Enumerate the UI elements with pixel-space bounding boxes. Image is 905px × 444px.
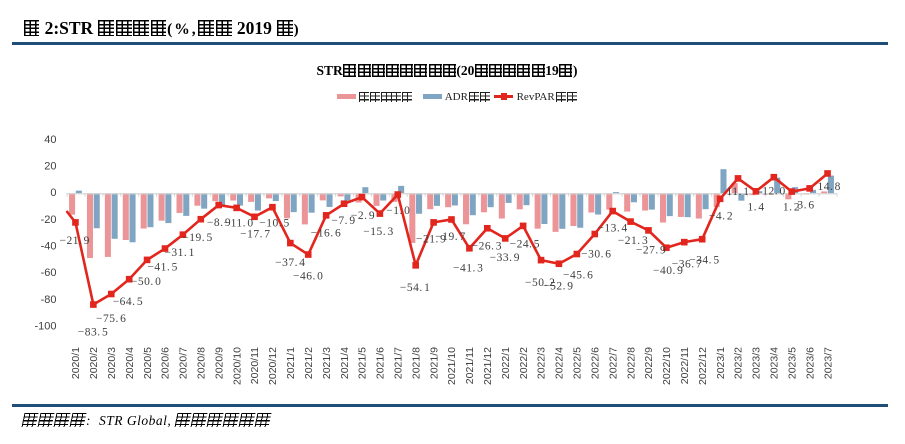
svg-text:2022/5: 2022/5 <box>572 347 584 379</box>
svg-text:2021/8: 2021/8 <box>410 347 422 379</box>
svg-text:11.1: 11.1 <box>726 186 749 198</box>
svg-text:2021/10: 2021/10 <box>446 347 458 385</box>
svg-text:−10.5: −10.5 <box>259 217 289 229</box>
svg-text:2021/3: 2021/3 <box>321 347 333 379</box>
svg-text:2020/2: 2020/2 <box>88 347 100 379</box>
svg-text:2023/4: 2023/4 <box>769 347 781 379</box>
svg-text:2022/12: 2022/12 <box>697 347 709 385</box>
svg-text:2021/6: 2021/6 <box>375 347 387 379</box>
svg-text:2020/8: 2020/8 <box>196 347 208 379</box>
svg-text:−50.2: −50.2 <box>525 277 555 289</box>
svg-text:2020/6: 2020/6 <box>160 347 172 379</box>
svg-text:−30.6: −30.6 <box>581 249 611 261</box>
svg-text:0: 0 <box>50 187 56 199</box>
svg-text:2022/11: 2022/11 <box>679 347 691 384</box>
svg-text:−15.3: −15.3 <box>363 226 393 238</box>
svg-text:−8.9: −8.9 <box>207 217 231 229</box>
svg-text:2022/8: 2022/8 <box>625 347 637 379</box>
svg-text:−2.9: −2.9 <box>351 210 375 222</box>
svg-text:−1.0: −1.0 <box>386 205 410 217</box>
svg-text:12.0: 12.0 <box>762 186 785 198</box>
svg-text:2020/5: 2020/5 <box>142 347 154 379</box>
svg-text:-60: -60 <box>41 267 57 279</box>
svg-text:2022/9: 2022/9 <box>643 347 655 379</box>
svg-text:2022/4: 2022/4 <box>554 347 566 379</box>
svg-text:−33.9: −33.9 <box>490 252 520 264</box>
svg-text:2021/4: 2021/4 <box>339 347 351 379</box>
svg-text:2021/11: 2021/11 <box>464 347 476 384</box>
svg-text:−75.6: −75.6 <box>96 313 126 325</box>
svg-text:2020/12: 2020/12 <box>267 347 279 385</box>
svg-text:−21.9: −21.9 <box>416 234 446 246</box>
svg-text:2023/7: 2023/7 <box>822 347 834 379</box>
svg-text:−40.9: −40.9 <box>653 265 683 277</box>
svg-text:−36.7: −36.7 <box>672 258 702 270</box>
svg-text:2021/7: 2021/7 <box>392 347 404 379</box>
svg-text:2022/1: 2022/1 <box>500 347 512 379</box>
svg-text:-80: -80 <box>41 294 57 306</box>
svg-text:3.6: 3.6 <box>797 200 814 212</box>
svg-text:−19.7: −19.7 <box>435 231 465 243</box>
svg-text:2022/6: 2022/6 <box>589 347 601 379</box>
svg-text:20: 20 <box>44 160 56 172</box>
svg-text:2021/5: 2021/5 <box>357 347 369 379</box>
svg-text:-100: -100 <box>34 320 56 332</box>
svg-text:−16.6: −16.6 <box>311 227 341 239</box>
svg-text:−26.3: −26.3 <box>472 241 502 253</box>
svg-text:−46.0: −46.0 <box>293 271 323 283</box>
svg-text:2023/1: 2023/1 <box>715 347 727 379</box>
svg-text:2023/2: 2023/2 <box>733 347 745 379</box>
svg-text:2023/5: 2023/5 <box>786 347 798 379</box>
svg-text:−54.1: −54.1 <box>400 282 430 294</box>
svg-text:-40: -40 <box>41 240 57 252</box>
svg-text:2023/6: 2023/6 <box>804 347 816 379</box>
svg-text:2023/3: 2023/3 <box>751 347 763 379</box>
svg-text:2020/3: 2020/3 <box>106 347 118 379</box>
svg-text:−13.4: −13.4 <box>597 223 627 235</box>
svg-text:2020/11: 2020/11 <box>249 347 261 384</box>
svg-text:−7.9: −7.9 <box>331 215 355 227</box>
svg-text:-20: -20 <box>41 214 57 226</box>
svg-text:2021/12: 2021/12 <box>482 347 494 385</box>
svg-text:−4.2: −4.2 <box>709 210 733 222</box>
svg-text:−21.3: −21.3 <box>618 235 648 247</box>
svg-text:−41.3: −41.3 <box>453 263 483 275</box>
svg-text:2022/2: 2022/2 <box>518 347 530 379</box>
svg-text:−45.6: −45.6 <box>563 269 593 281</box>
svg-text:2020/1: 2020/1 <box>70 347 82 379</box>
svg-text:2020/10: 2020/10 <box>231 347 243 385</box>
svg-text:2022/3: 2022/3 <box>536 347 548 379</box>
svg-text:−11.0: −11.0 <box>224 217 254 229</box>
svg-text:−41.5: −41.5 <box>147 262 177 274</box>
svg-text:−64.5: −64.5 <box>113 296 143 308</box>
svg-text:2020/4: 2020/4 <box>124 347 136 379</box>
svg-text:−27.9: −27.9 <box>636 245 666 257</box>
svg-text:−37.4: −37.4 <box>275 257 305 269</box>
svg-text:1.2: 1.2 <box>783 202 800 214</box>
svg-text:2020/7: 2020/7 <box>178 347 190 379</box>
svg-text:2022/10: 2022/10 <box>661 347 673 385</box>
svg-text:−34.5: −34.5 <box>689 254 719 266</box>
svg-text:−31.1: −31.1 <box>164 247 194 259</box>
svg-text:2020/9: 2020/9 <box>213 347 225 379</box>
svg-text:2022/7: 2022/7 <box>607 347 619 379</box>
svg-text:−52.9: −52.9 <box>543 281 573 293</box>
svg-text:14.8: 14.8 <box>817 181 840 193</box>
svg-text:−17.7: −17.7 <box>240 228 270 240</box>
svg-text:−21.9: −21.9 <box>59 235 89 247</box>
svg-text:−19.5: −19.5 <box>182 232 212 244</box>
svg-text:−50.0: −50.0 <box>131 276 161 288</box>
svg-text:2021/9: 2021/9 <box>428 347 440 379</box>
svg-text:−24.5: −24.5 <box>510 238 540 250</box>
svg-text:2021/2: 2021/2 <box>303 347 315 379</box>
svg-text:1.4: 1.4 <box>747 202 764 214</box>
svg-text:2021/1: 2021/1 <box>285 347 297 379</box>
svg-text:40: 40 <box>44 134 56 146</box>
svg-text:−83.5: −83.5 <box>78 327 108 339</box>
